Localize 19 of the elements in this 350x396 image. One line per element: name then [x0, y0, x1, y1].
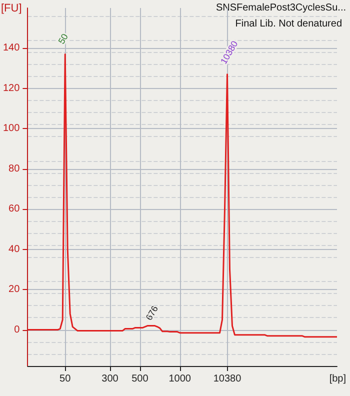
y-tick-label: 100	[2, 123, 20, 134]
x-axis-title: [bp]	[329, 374, 346, 384]
x-tick-label: 300	[102, 374, 119, 384]
annotation: 50	[56, 32, 70, 46]
x-tick-label: 1000	[168, 374, 192, 384]
y-tick-label: 140	[2, 42, 20, 54]
x-tick-label: 50	[60, 374, 72, 384]
y-tick-label: 60	[8, 204, 20, 215]
y-tick-label: 120	[2, 82, 20, 94]
y-tick-label: 40	[8, 244, 20, 255]
x-tick-label: 10380	[213, 374, 242, 384]
text: Final Lib. Not denatured	[235, 18, 342, 30]
chart-title: SNSFemalePost3CyclesSu...	[216, 2, 346, 14]
y-tick-label: 80	[8, 163, 20, 174]
y-tick-label: 20	[8, 284, 20, 296]
x-tick-label: 500	[132, 374, 149, 384]
annotation: 676	[144, 304, 160, 322]
y-tick-label: 0	[14, 324, 20, 336]
y-axis-title: [FU]	[1, 2, 22, 14]
